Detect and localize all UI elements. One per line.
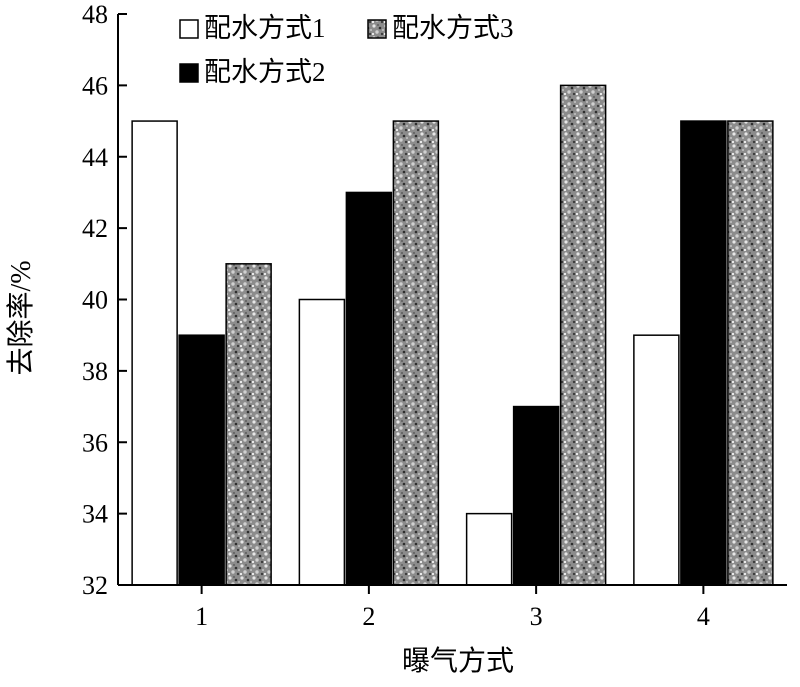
y-tick-label: 40 — [82, 286, 108, 315]
bar — [559, 84, 607, 586]
y-tick-label: 48 — [82, 0, 108, 29]
bar — [392, 120, 440, 586]
legend-label: 配水方式1 — [204, 13, 326, 43]
y-tick-label: 34 — [82, 500, 108, 529]
bar — [345, 191, 393, 586]
bar — [633, 334, 680, 586]
bar — [225, 263, 272, 586]
bar — [131, 120, 178, 586]
legend-swatch — [179, 19, 199, 39]
y-tick-label: 32 — [82, 571, 108, 600]
bar — [727, 120, 774, 586]
y-tick-label: 46 — [82, 71, 108, 100]
x-tick-label: 2 — [362, 602, 375, 631]
legend-swatch — [367, 19, 387, 39]
x-axis-title: 曝气方式 — [402, 645, 514, 677]
legend-swatch — [179, 63, 199, 83]
legend-label: 配水方式2 — [204, 57, 326, 87]
bar — [680, 120, 727, 586]
x-tick-label: 3 — [530, 602, 543, 631]
legend: 配水方式1 配水方式2 配水方式3 — [179, 13, 514, 87]
y-tick-label: 38 — [82, 357, 108, 386]
y-axis-title: 去除率/% — [5, 260, 37, 375]
bar — [465, 512, 513, 586]
legend-label: 配水方式3 — [392, 13, 514, 43]
y-tick-label: 44 — [82, 143, 108, 172]
y-tick-label: 42 — [82, 214, 108, 243]
x-tick-label: 1 — [195, 602, 208, 631]
bar — [178, 334, 225, 586]
bar — [512, 405, 560, 586]
y-tick-label: 36 — [82, 428, 108, 457]
x-tick-label: 4 — [697, 602, 710, 631]
bar — [298, 298, 346, 586]
